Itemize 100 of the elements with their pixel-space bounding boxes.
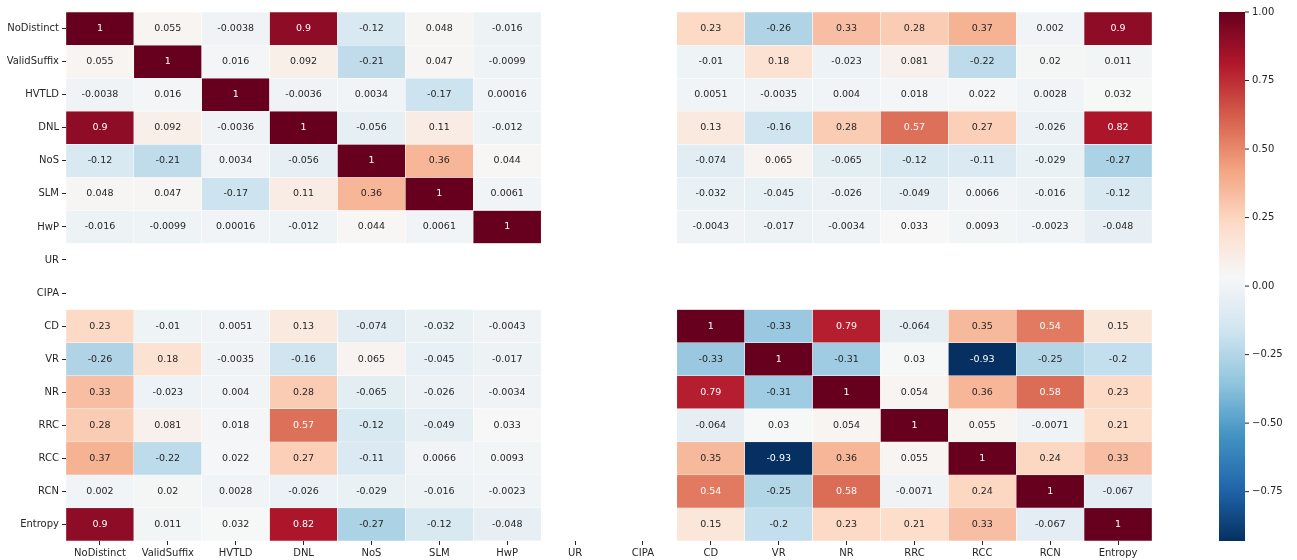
data-label: 0.092 xyxy=(289,55,318,67)
color-bar-label: −0.75 xyxy=(1252,485,1283,497)
data-label: 0.0034 xyxy=(219,154,253,166)
color-bar-label: 1.00 xyxy=(1252,5,1275,17)
data-label: 0.33 xyxy=(1107,451,1129,463)
y-tick-label: HwP xyxy=(37,220,59,232)
data-label: 0.21 xyxy=(903,517,926,529)
x-tick-label: HVTLD xyxy=(218,546,253,558)
data-label: 0.00016 xyxy=(216,220,256,232)
data-label: 0.03 xyxy=(768,418,790,430)
data-label: 0.002 xyxy=(1036,22,1064,33)
data-label: -0.93 xyxy=(766,451,791,463)
x-tick-label: DNL xyxy=(293,546,315,558)
y-tick-label: UR xyxy=(44,253,60,265)
color-bar-label: 0.00 xyxy=(1252,279,1275,291)
data-label: 0.54 xyxy=(1039,319,1061,331)
data-label: -0.0071 xyxy=(896,484,933,496)
x-tick-label: NoDistinct xyxy=(74,546,126,558)
data-label: -0.067 xyxy=(1034,517,1066,529)
data-label: 0.57 xyxy=(292,418,315,430)
data-label: 0.055 xyxy=(968,418,996,430)
y-tick-label: SLM xyxy=(38,187,59,199)
data-label: 1 xyxy=(1115,517,1122,529)
data-label: -0.0043 xyxy=(692,220,730,232)
data-label: 0.055 xyxy=(86,55,114,67)
data-label: 0.0061 xyxy=(422,220,456,232)
data-label: 0.0051 xyxy=(219,319,253,331)
data-label: -0.023 xyxy=(152,385,184,397)
data-label: 0.58 xyxy=(835,484,858,496)
data-label: 0.36 xyxy=(971,385,993,397)
data-label: 0.048 xyxy=(86,187,114,199)
data-label: -0.0038 xyxy=(81,88,119,100)
x-tick-label: CD xyxy=(703,546,719,558)
data-label: 1 xyxy=(843,385,850,397)
data-label: 0.9 xyxy=(296,22,312,33)
data-label: -0.029 xyxy=(356,484,387,496)
data-label: -0.33 xyxy=(766,319,791,331)
data-label: 0.0028 xyxy=(1033,88,1067,100)
data-label: 0.11 xyxy=(292,187,315,199)
data-label: -0.032 xyxy=(424,319,455,331)
data-label: -0.0034 xyxy=(828,220,865,232)
data-label: 0.33 xyxy=(971,517,993,529)
data-label: 0.081 xyxy=(154,418,182,430)
data-label: 0.054 xyxy=(900,385,929,397)
data-label: 1 xyxy=(300,121,307,133)
data-label: -0.0034 xyxy=(488,385,526,397)
data-label: -0.065 xyxy=(831,154,862,166)
x-tick-label: VR xyxy=(771,546,786,558)
data-label: -0.016 xyxy=(1034,187,1066,199)
data-label: 0.58 xyxy=(1039,385,1061,397)
data-label: -0.0035 xyxy=(217,352,255,364)
data-label: 0.022 xyxy=(222,451,250,463)
data-label: -0.2 xyxy=(769,517,788,529)
data-label: -0.2 xyxy=(1108,352,1128,364)
x-tick-label: Entropy xyxy=(1098,546,1138,558)
data-label: 0.18 xyxy=(157,352,179,364)
y-tick-label: RCC xyxy=(38,451,60,463)
data-label: -0.17 xyxy=(223,187,248,199)
data-label: -0.017 xyxy=(763,220,794,232)
data-label: -0.0099 xyxy=(149,220,187,232)
data-label: -0.33 xyxy=(698,352,724,364)
data-label: -0.25 xyxy=(766,484,791,496)
y-tick-label: RCN xyxy=(38,485,59,496)
data-label: 0.28 xyxy=(835,121,858,133)
data-label: 0.23 xyxy=(835,517,858,529)
data-label: 0.13 xyxy=(700,121,722,133)
data-label: -0.22 xyxy=(155,451,181,463)
data-label: 0.15 xyxy=(1107,319,1129,331)
data-label: -0.045 xyxy=(424,352,455,364)
data-label: 0.57 xyxy=(903,121,926,133)
data-label: 0.0034 xyxy=(354,88,389,100)
color-bar-label: 0.75 xyxy=(1252,74,1275,86)
data-label: 0.0061 xyxy=(490,187,524,199)
data-label: -0.11 xyxy=(970,154,995,166)
data-label: -0.0038 xyxy=(217,22,255,33)
data-label: -0.0023 xyxy=(488,484,526,496)
data-label: 0.032 xyxy=(222,517,250,529)
data-label: -0.026 xyxy=(831,187,862,199)
data-label: 0.27 xyxy=(971,121,993,133)
data-label: 0.016 xyxy=(222,55,250,67)
data-label: 0.00016 xyxy=(487,88,527,100)
data-label: 1 xyxy=(368,154,375,166)
data-label: 0.0093 xyxy=(490,451,524,463)
y-tick-label: NR xyxy=(44,385,60,397)
data-label: 0.21 xyxy=(1107,418,1129,430)
y-tick-label: Entropy xyxy=(20,518,60,530)
data-label: -0.029 xyxy=(1034,154,1066,166)
data-label: 0.82 xyxy=(292,517,315,529)
data-label: -0.012 xyxy=(491,121,523,133)
data-label: -0.21 xyxy=(359,55,384,67)
data-label: -0.016 xyxy=(424,484,455,496)
y-tick-label: RRC xyxy=(38,418,60,430)
data-label: 0.02 xyxy=(157,484,179,496)
x-tick-label: CIPA xyxy=(631,546,655,558)
y-tick-label: DNL xyxy=(38,121,60,133)
data-label: -0.0071 xyxy=(1031,418,1069,430)
data-label: 0.004 xyxy=(222,385,250,397)
data-label: -0.017 xyxy=(491,352,523,364)
data-label: -0.31 xyxy=(766,385,791,397)
data-label: -0.31 xyxy=(834,352,859,364)
